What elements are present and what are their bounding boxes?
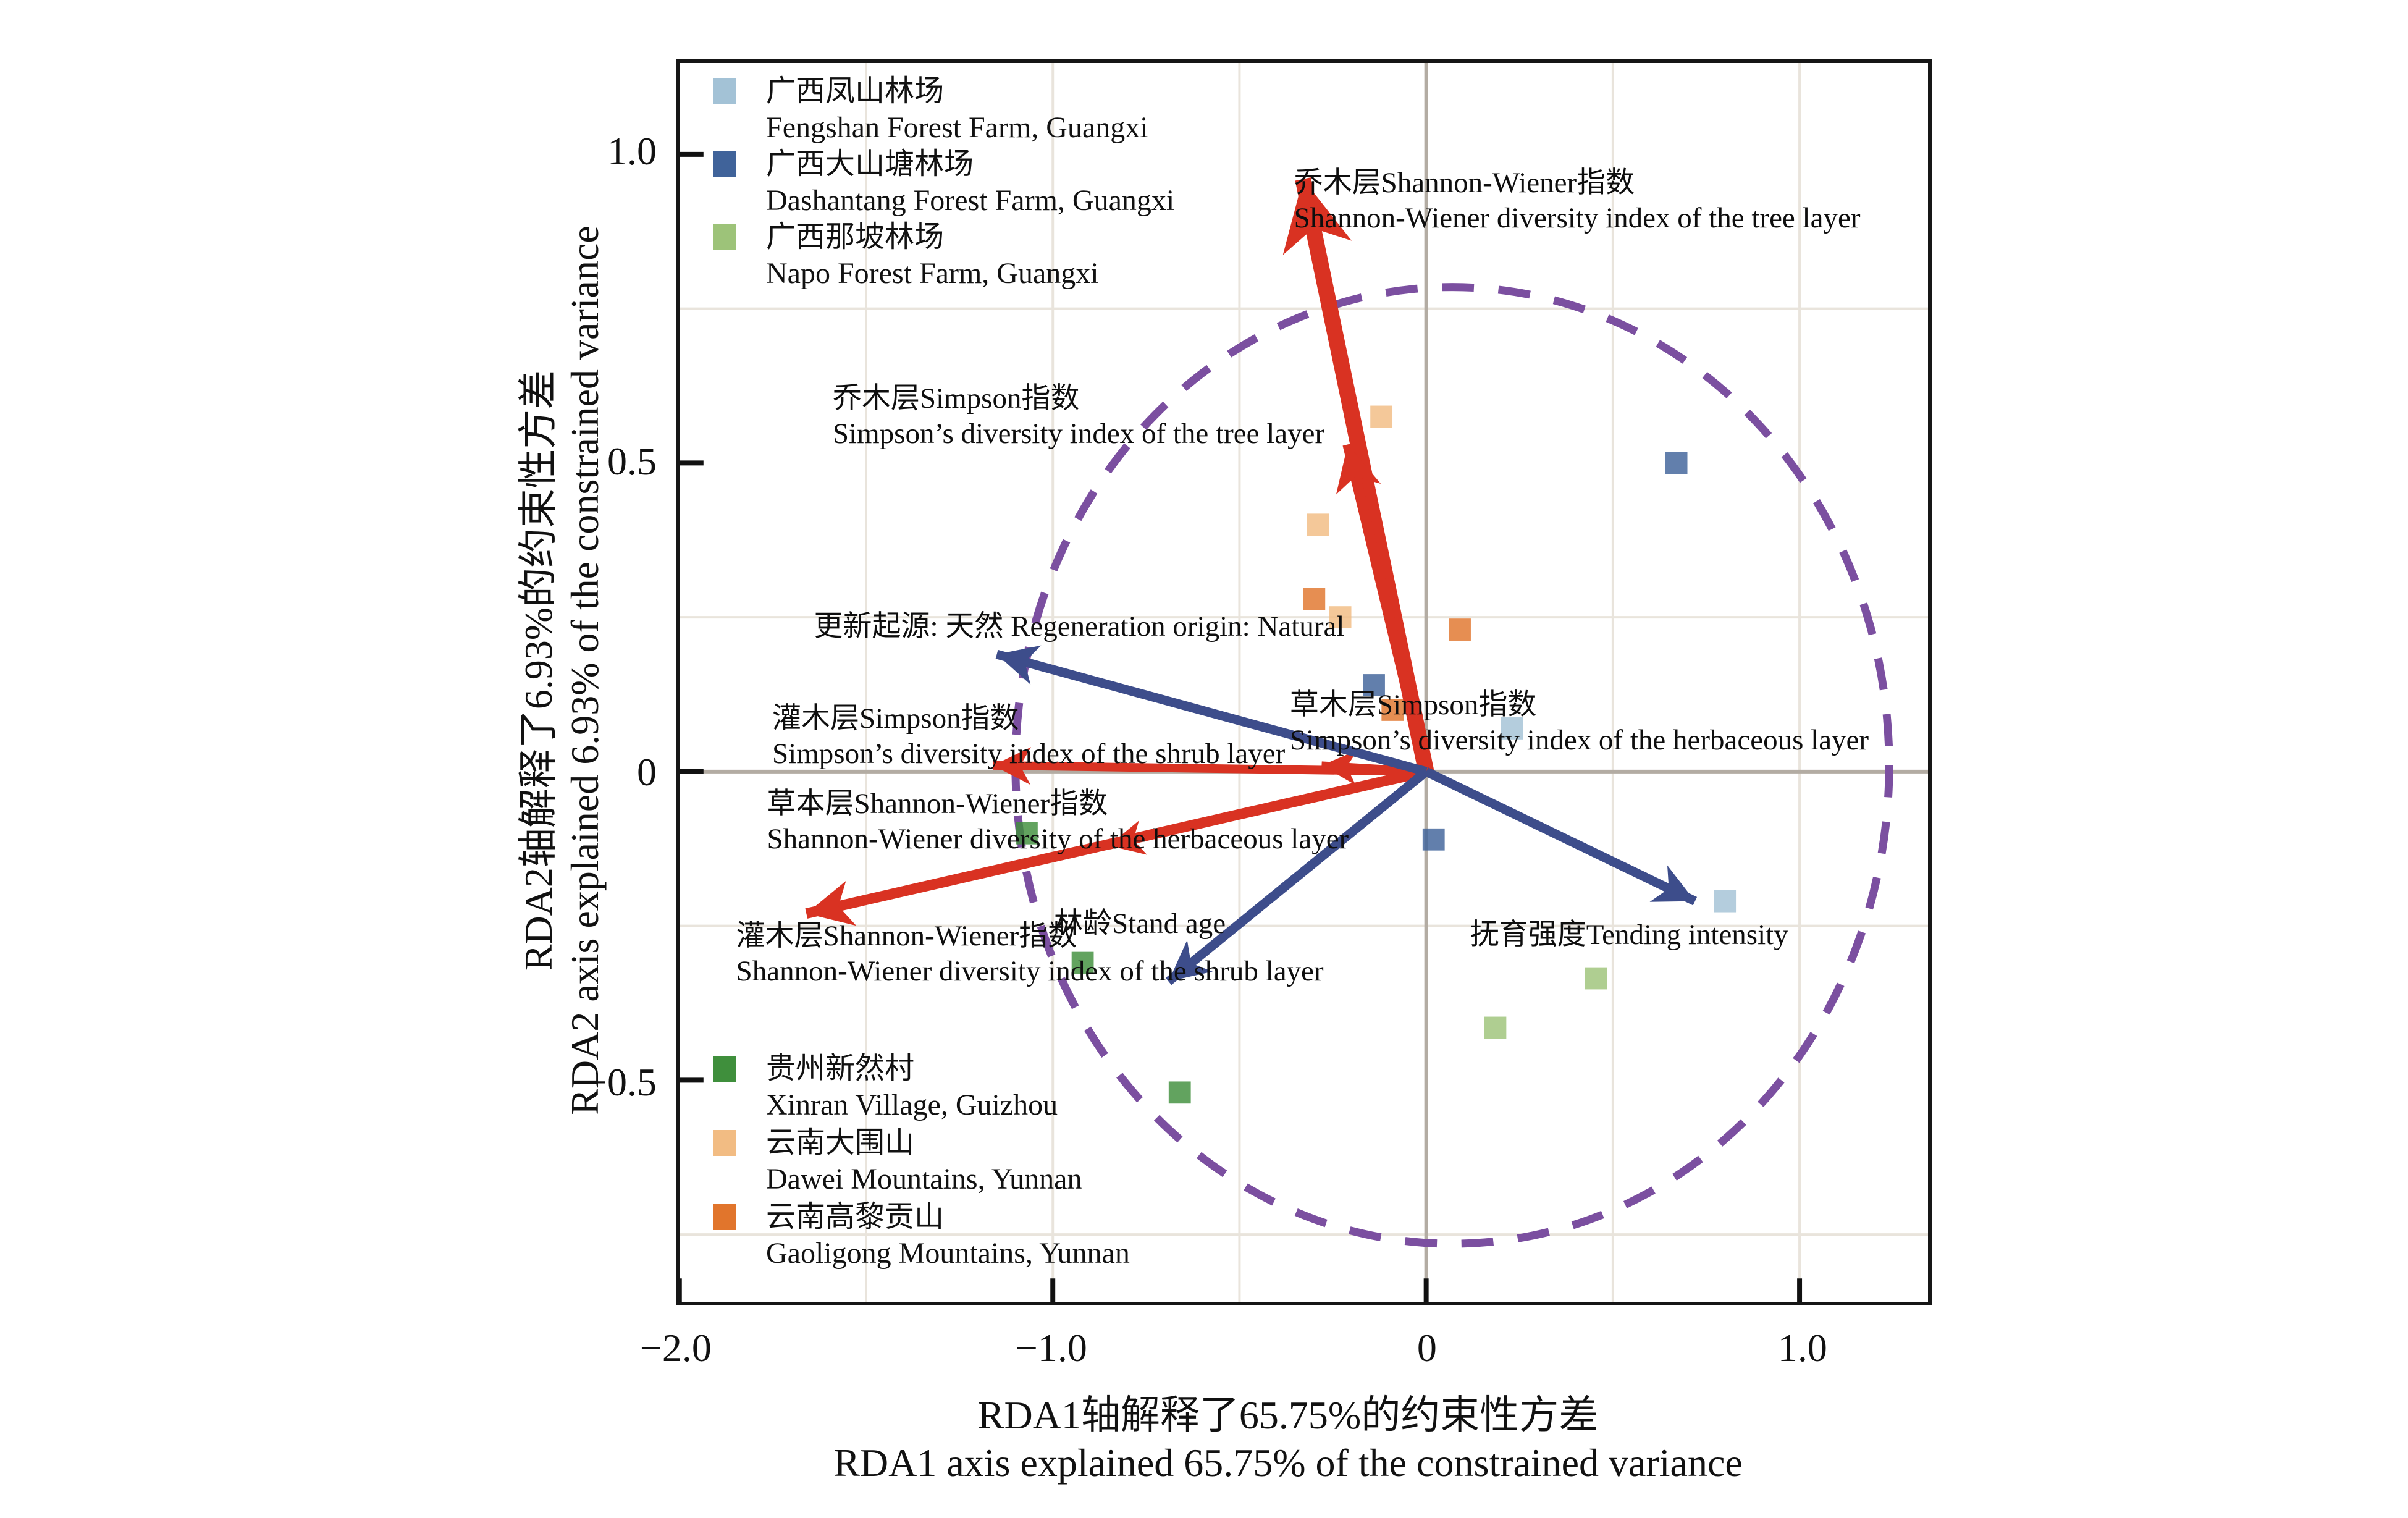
data-point-dashantang — [1363, 674, 1385, 696]
x-tick-label: −2.0 — [639, 1326, 712, 1370]
data-point-xinran — [1168, 1081, 1191, 1104]
data-point-fengshan — [1714, 890, 1737, 913]
y-tick-label: 0.5 — [607, 439, 657, 484]
data-point-napo — [1484, 1016, 1507, 1039]
data-point-dawei — [1329, 606, 1352, 628]
rda-plot-canvas — [680, 63, 1928, 1302]
data-point-xinran — [1016, 822, 1038, 845]
x-tick-label: −1.0 — [1015, 1326, 1087, 1370]
data-point-napo — [1585, 967, 1607, 990]
x-axis-title-en: RDA1 axis explained 65.75% of the constr… — [833, 1441, 1743, 1485]
arrow-tree-simpson — [1336, 443, 1431, 773]
y-tick-label: 1.0 — [607, 129, 657, 173]
data-point-gaoligong — [1449, 618, 1471, 641]
data-point-dawei — [1307, 513, 1329, 536]
data-point-gaoligong — [1381, 699, 1404, 721]
x-tick-label: 1.0 — [1777, 1326, 1827, 1370]
arrow-shrub-shannon-wiener — [805, 766, 1428, 926]
arrow-regeneration-origin-natural — [995, 645, 1428, 777]
arrow-stand-age — [1165, 768, 1429, 985]
data-point-dashantang — [1422, 828, 1445, 851]
plot-area — [676, 59, 1932, 1305]
arrow-tending-intensity — [1424, 767, 1698, 906]
data-point-gaoligong — [1303, 588, 1326, 610]
x-axis-title-cn: RDA1轴解释了65.75%的约束性方差 — [977, 1393, 1599, 1437]
y-tick-label: 0 — [637, 749, 657, 794]
arrow-shrub-simpson — [993, 747, 1426, 785]
data-point-dawei — [1370, 405, 1393, 428]
x-axis-title: RDA1轴解释了65.75%的约束性方差 RDA1 axis explained… — [833, 1391, 1743, 1486]
data-point-dashantang — [1665, 452, 1688, 474]
data-point-fengshan — [1501, 717, 1523, 740]
data-point-xinran — [1071, 951, 1094, 974]
x-tick-label: 0 — [1417, 1326, 1437, 1370]
y-axis-title-en: RDA2 axis explained 6.93% of the constra… — [563, 226, 607, 1115]
y-axis-title-cn: RDA2轴解释了6.93%的约束性方差 — [516, 369, 560, 971]
